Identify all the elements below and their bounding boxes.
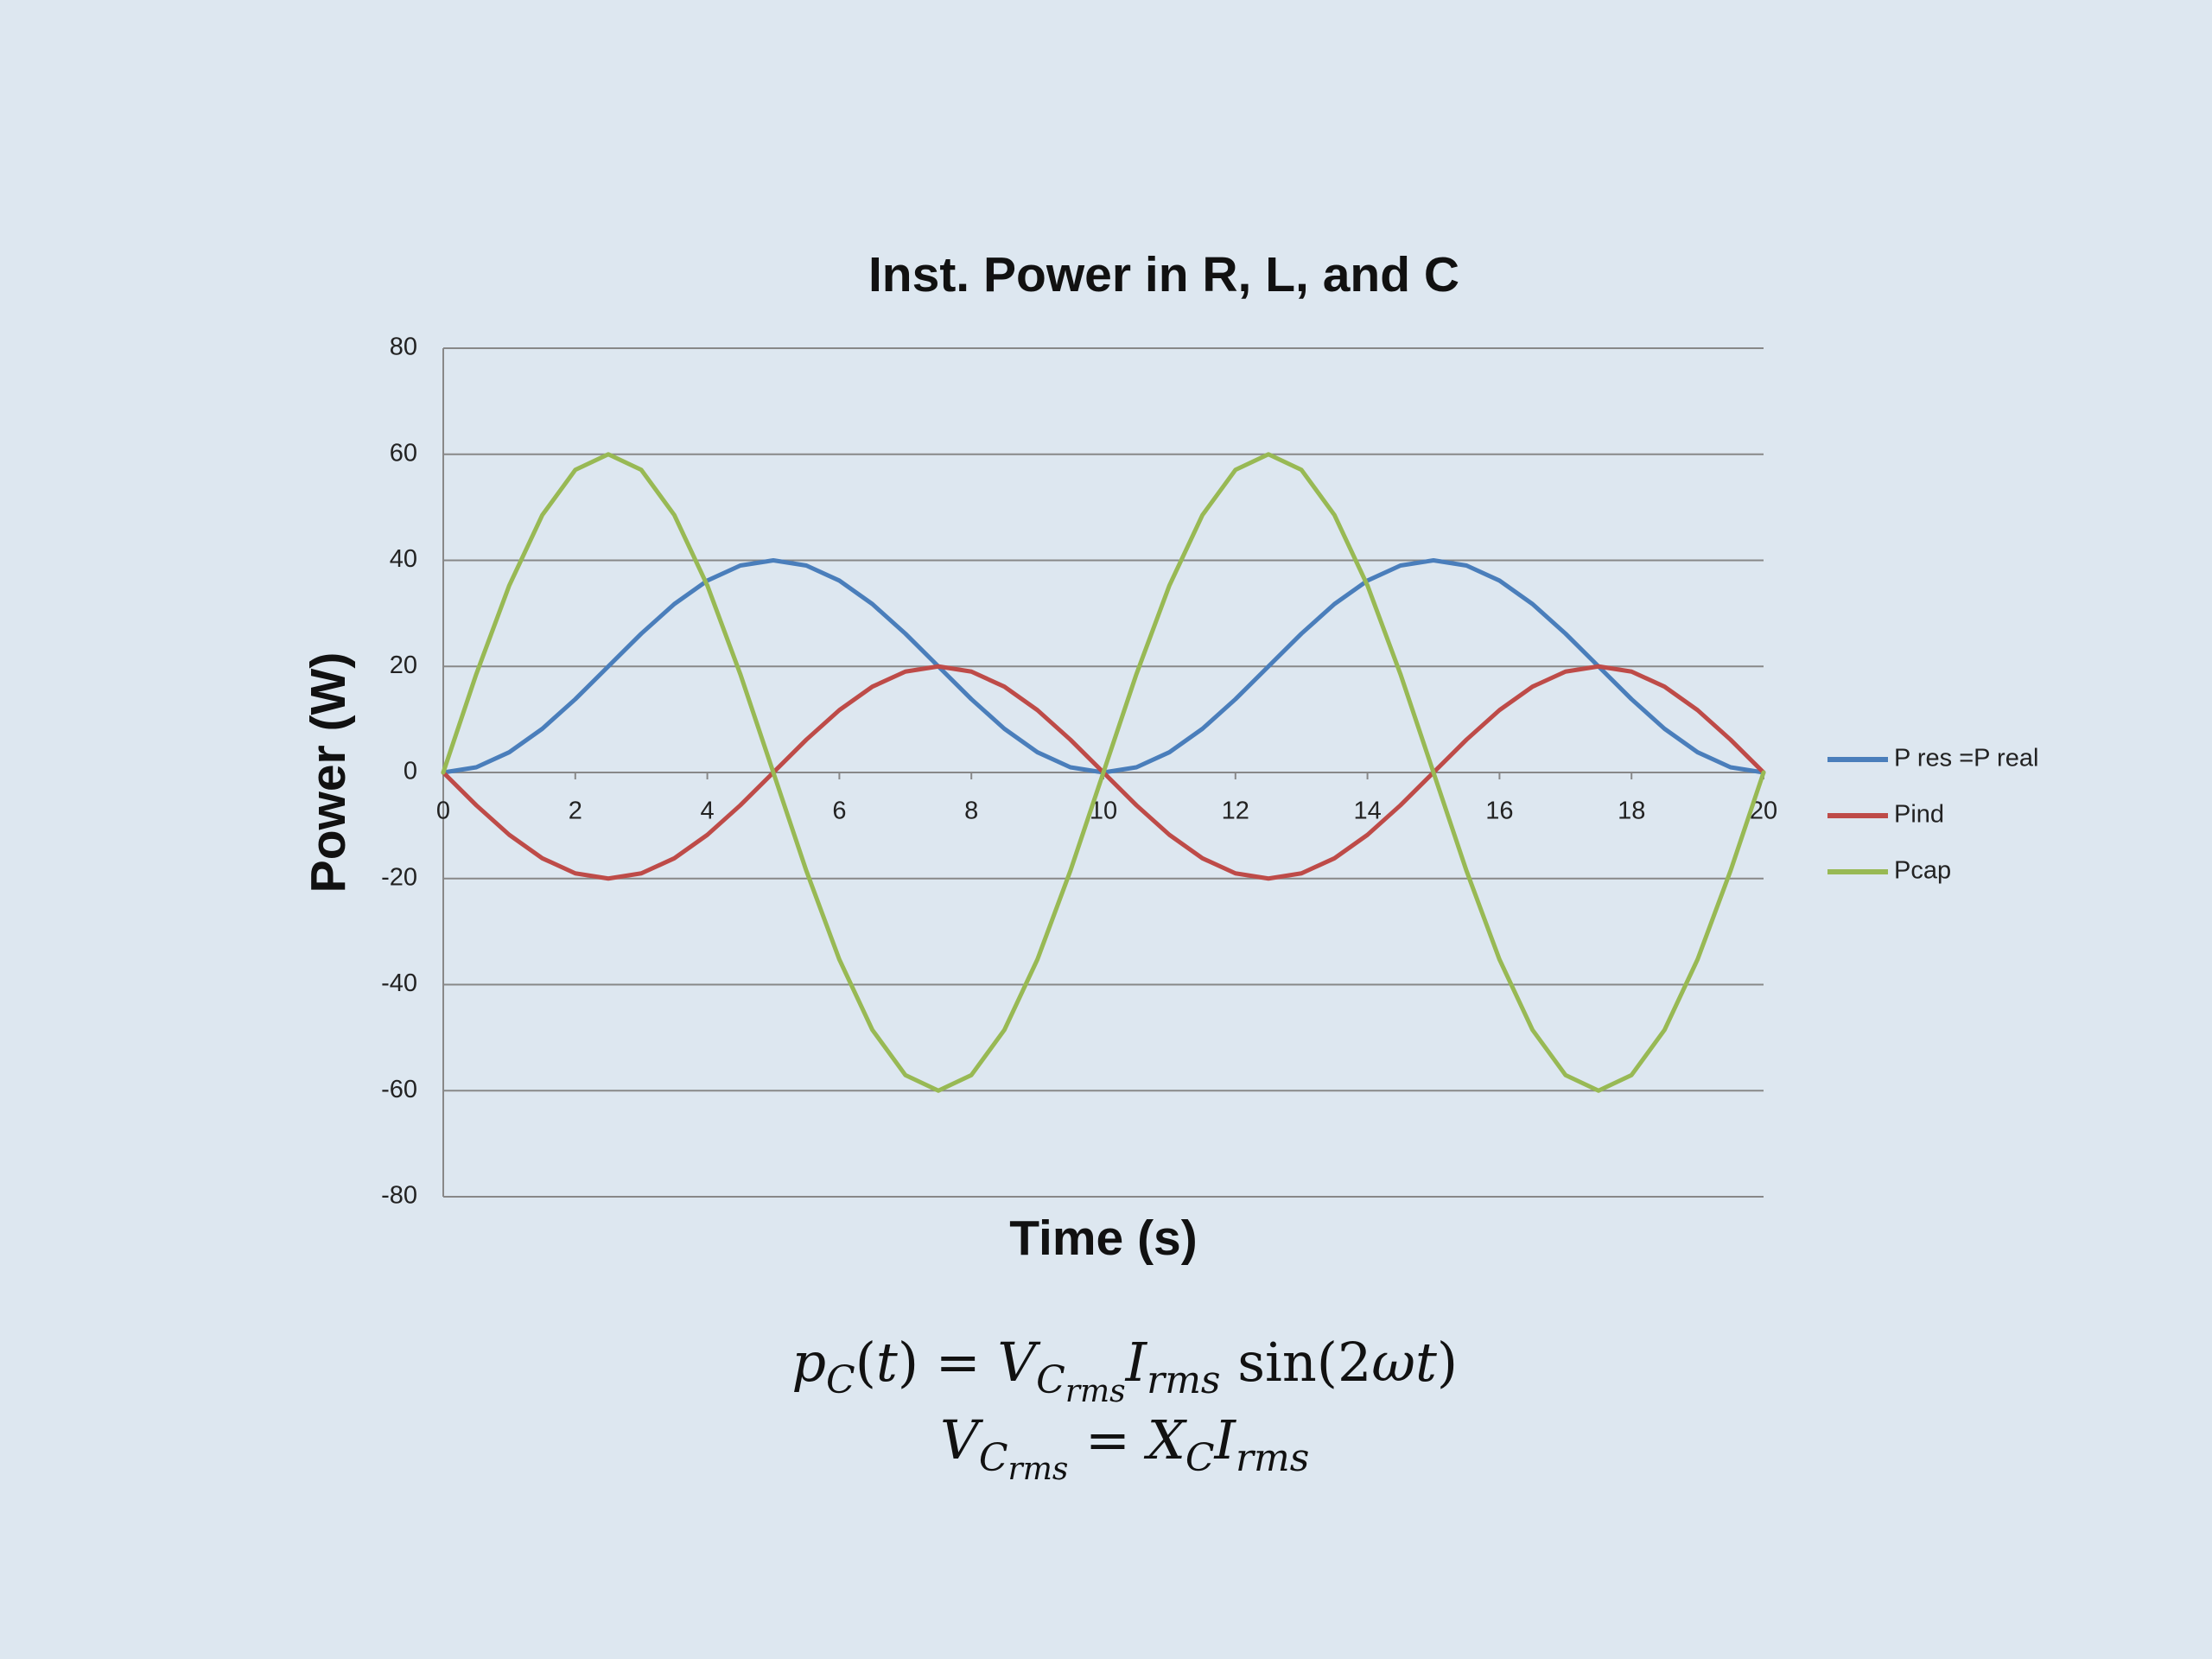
y-tick-label: -20 (381, 863, 417, 891)
x-axis-title: Time (s) (1009, 1211, 1198, 1266)
y-axis-title: Power (W) (301, 652, 356, 893)
y-tick-label: -80 (381, 1182, 417, 1210)
formula-part: p (791, 1331, 826, 1394)
formula-part: V (997, 1331, 1041, 1394)
formula-part: C (979, 1436, 1008, 1480)
formula-part: C (1036, 1358, 1065, 1402)
formula-part: = (1068, 1408, 1147, 1471)
formula-part: rms (1236, 1436, 1309, 1480)
x-tick-label: 12 (1222, 798, 1249, 825)
line (441, 452, 1766, 1093)
formula-part: rms (1008, 1452, 1069, 1487)
formula-part: C (1185, 1436, 1215, 1480)
x-tick-label: 0 (436, 798, 450, 825)
y-tick-label: 0 (404, 758, 417, 785)
formula: VCrms = XCIrms (855, 1408, 1361, 1487)
formula-part: I (1125, 1331, 1148, 1394)
chart-title: Inst. Power in R, L, and C (868, 247, 1459, 302)
formula-part: ωt (1371, 1331, 1437, 1394)
x-tick-label: 18 (1618, 798, 1645, 825)
legend-label: Pind (1894, 801, 1944, 829)
formula-part: ) = (898, 1331, 998, 1394)
x-tick-label: 8 (964, 798, 978, 825)
legend-label: P res =P real (1894, 745, 2038, 772)
formula-part: X (1144, 1408, 1188, 1471)
formula-part: ( (855, 1331, 876, 1394)
y-tick-label: -60 (381, 1076, 417, 1103)
formula-part: t (876, 1331, 898, 1394)
formula-part: V (940, 1408, 984, 1471)
formula-part: rms (1065, 1374, 1126, 1409)
formula-part: ) (1437, 1331, 1458, 1394)
x-tick-label: 2 (569, 798, 582, 825)
y-tick-label: 80 (390, 334, 417, 361)
y-tick-label: 40 (390, 545, 417, 573)
y-tick-label: -40 (381, 969, 417, 997)
formula: pC(t) = VCrmsIrms sin(2ωt) (707, 1331, 1509, 1409)
legend-label: Pcap (1894, 857, 1951, 885)
formula-part: C (826, 1358, 855, 1402)
formula-part: I (1214, 1408, 1237, 1471)
x-tick-label: 4 (701, 798, 715, 825)
x-tick-label: 6 (832, 798, 846, 825)
formula-part: rms (1147, 1358, 1220, 1402)
x-tick-label: 14 (1353, 798, 1381, 825)
y-tick-label: 60 (390, 439, 417, 467)
y-tick-label: 20 (390, 652, 417, 679)
formula-part: sin(2 (1221, 1331, 1372, 1394)
x-tick-label: 16 (1485, 798, 1513, 825)
